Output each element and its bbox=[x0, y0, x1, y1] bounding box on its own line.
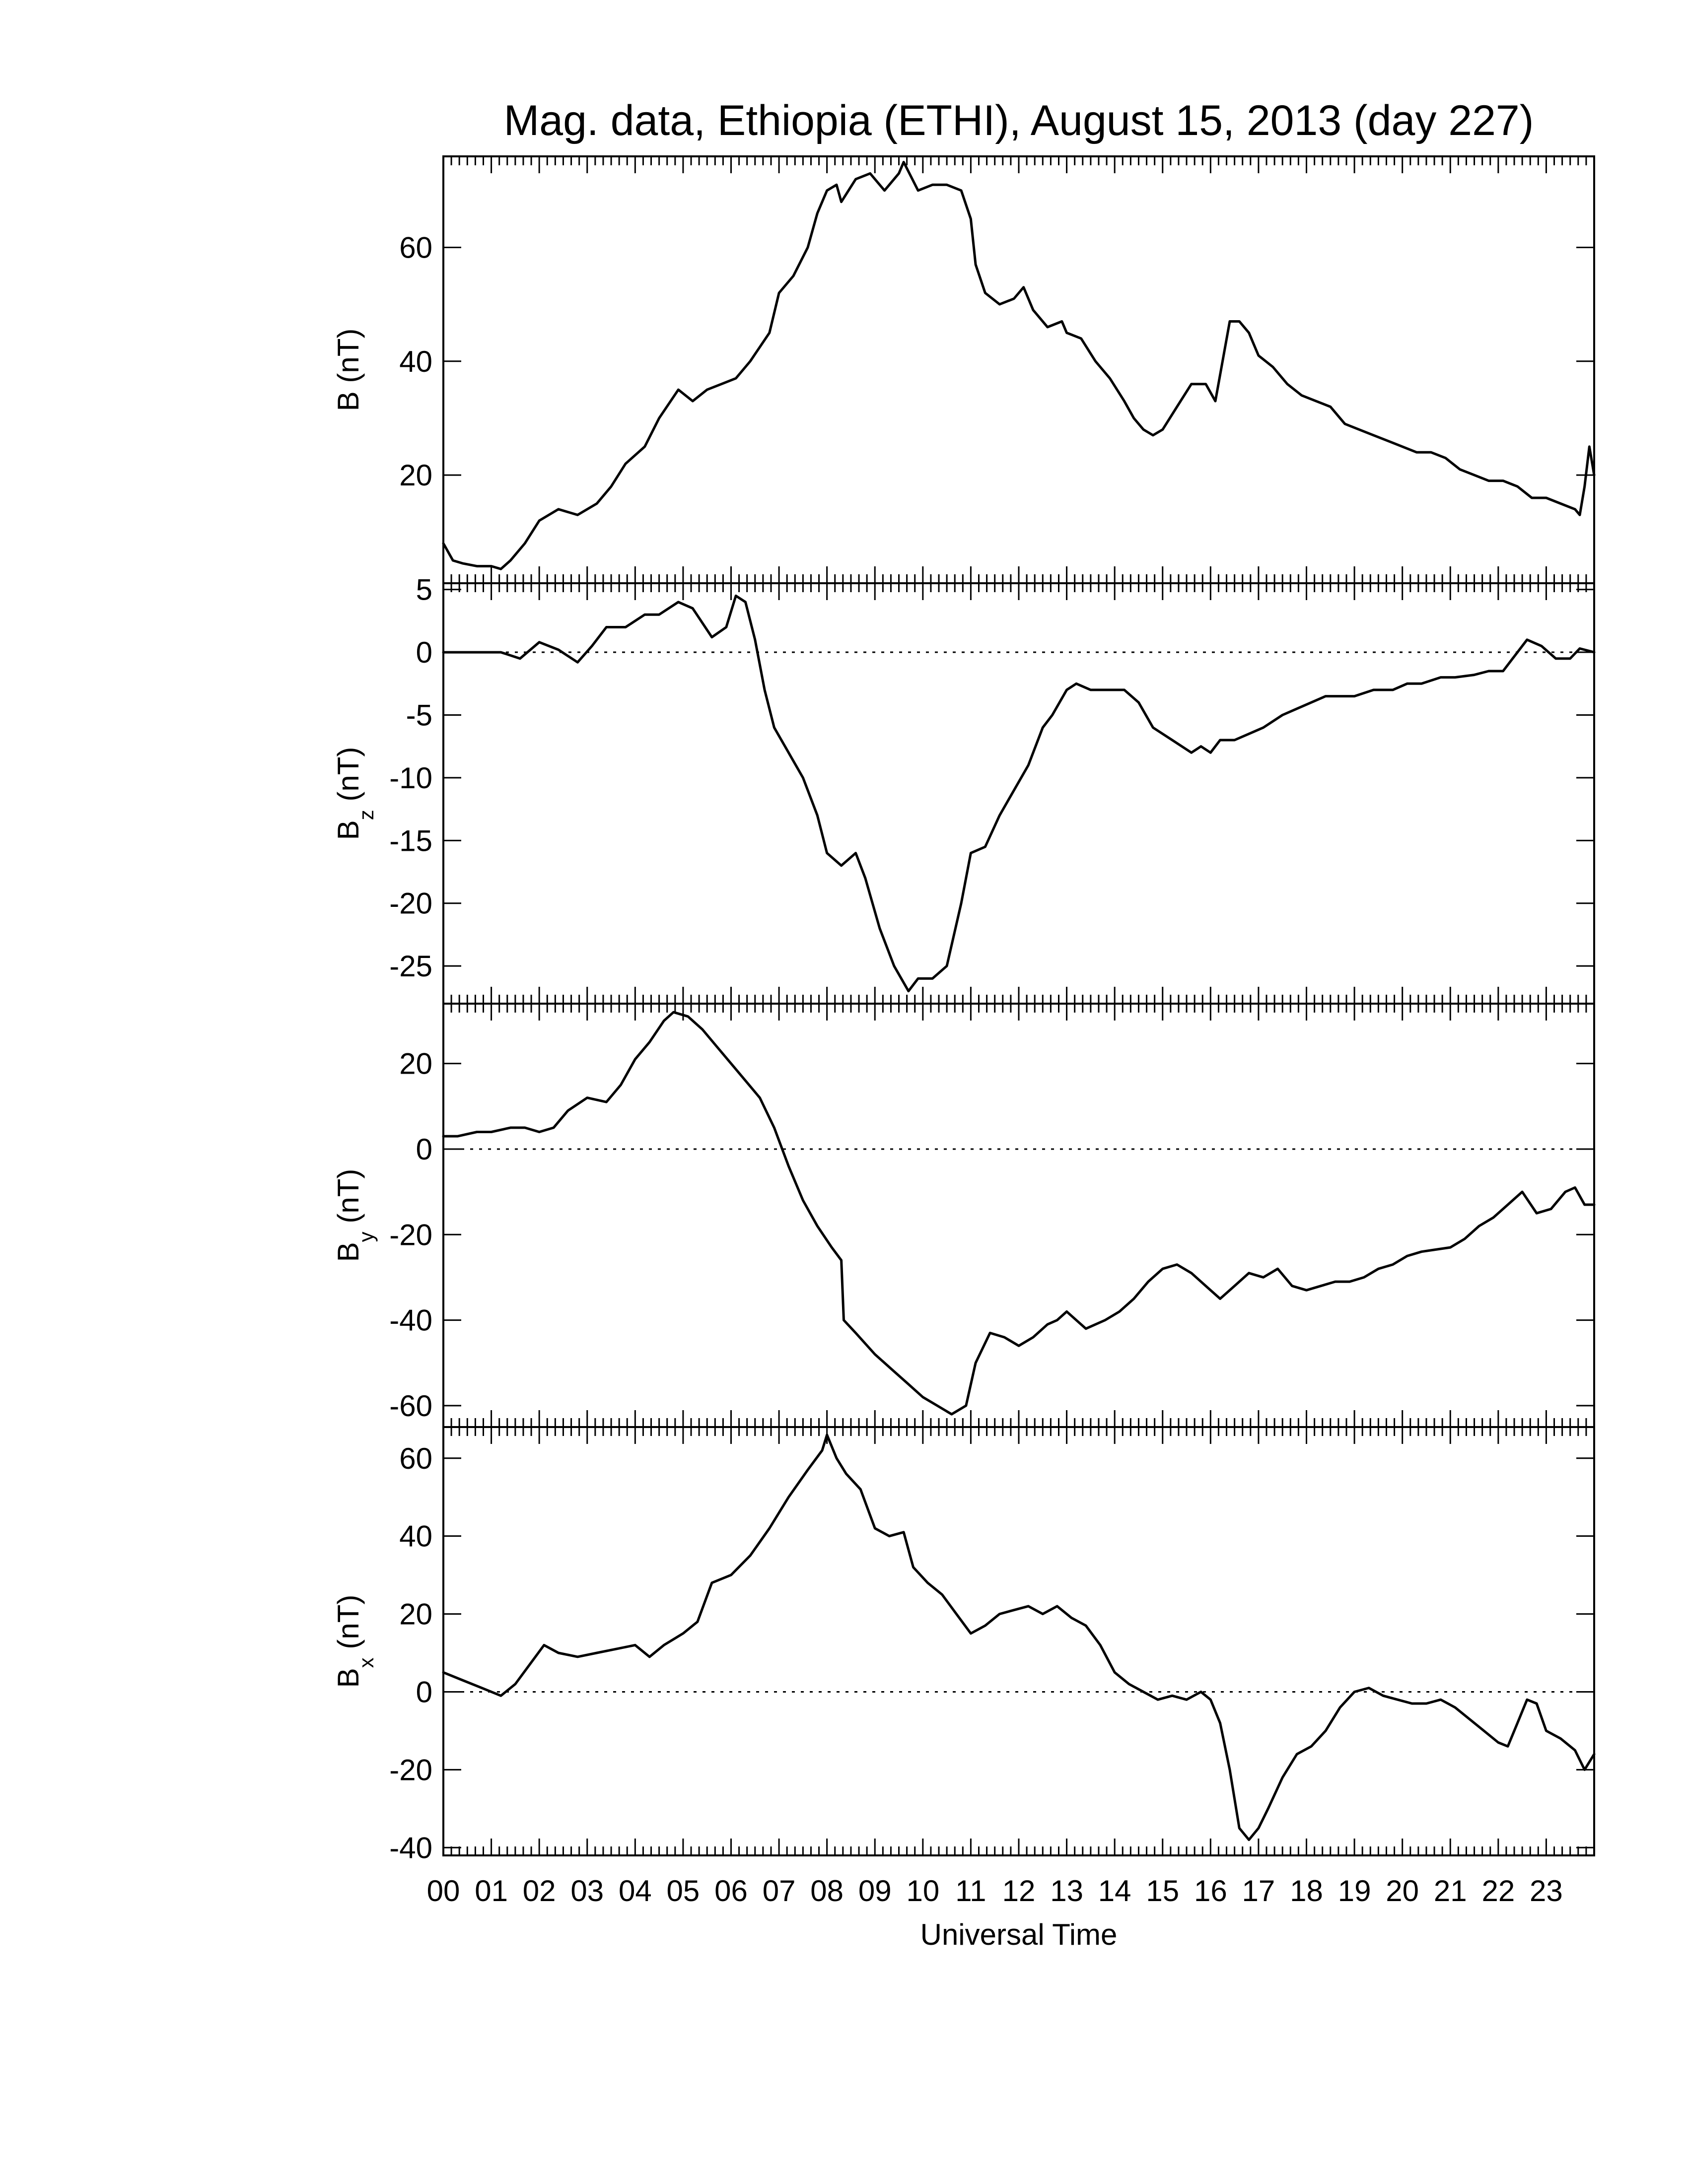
x-tick-label: 01 bbox=[475, 1874, 508, 1908]
x-tick-label: 00 bbox=[427, 1874, 460, 1908]
panel-frame bbox=[442, 1003, 1595, 1428]
series-line-0 bbox=[442, 161, 1596, 570]
x-axis-label: Universal Time bbox=[920, 1918, 1118, 1951]
panel-2: -60 -40 -20 0 20 By (nT) bbox=[332, 1003, 1596, 1428]
x-tick-label: 14 bbox=[1098, 1874, 1131, 1908]
series-line-3 bbox=[442, 1433, 1596, 1842]
x-tick-label: 17 bbox=[1242, 1874, 1275, 1908]
y-axis-label: B (nT) bbox=[332, 329, 365, 411]
y-tick-label: 40 bbox=[399, 345, 432, 378]
y-tick-label: -40 bbox=[389, 1304, 432, 1337]
y-tick-label: -10 bbox=[389, 761, 432, 795]
panel-frame bbox=[442, 1426, 1595, 1856]
x-tick-label: 03 bbox=[570, 1874, 604, 1908]
panel-frame bbox=[442, 582, 1595, 1005]
x-tick-label: 16 bbox=[1194, 1874, 1227, 1908]
y-tick-label: -60 bbox=[389, 1389, 432, 1423]
y-tick-label: 0 bbox=[416, 1675, 432, 1708]
y-tick-label: 20 bbox=[399, 1047, 432, 1081]
x-tick-label: 06 bbox=[714, 1874, 748, 1908]
y-axis-label: Bx (nT) bbox=[332, 1595, 378, 1688]
y-tick-label: 0 bbox=[416, 1133, 432, 1166]
x-tick-label: 21 bbox=[1434, 1874, 1467, 1908]
x-tick-label: 20 bbox=[1386, 1874, 1419, 1908]
y-axis-label: Bz (nT) bbox=[332, 747, 378, 840]
y-tick-label: 20 bbox=[399, 459, 432, 492]
x-tick-label: 08 bbox=[810, 1874, 844, 1908]
x-tick-label: 02 bbox=[523, 1874, 556, 1908]
y-tick-label: -15 bbox=[389, 824, 432, 857]
chart-title: Mag. data, Ethiopia (ETHI), August 15, 2… bbox=[504, 97, 1534, 144]
panel-0: 20 40 60 B (nT) bbox=[332, 155, 1596, 584]
y-tick-label: -25 bbox=[389, 950, 432, 983]
x-tick-label: 23 bbox=[1530, 1874, 1563, 1908]
x-tick-label: 05 bbox=[667, 1874, 700, 1908]
y-tick-label: 60 bbox=[399, 1442, 432, 1475]
panel-frame bbox=[442, 155, 1595, 584]
series-line-2 bbox=[442, 1011, 1596, 1416]
x-tick-label: 10 bbox=[906, 1874, 939, 1908]
y-tick-label: 20 bbox=[399, 1598, 432, 1631]
y-tick-label: -5 bbox=[406, 698, 432, 732]
series-line-1 bbox=[442, 594, 1596, 993]
y-tick-label: 0 bbox=[416, 636, 432, 669]
y-tick-label: 40 bbox=[399, 1520, 432, 1553]
x-tick-label: 11 bbox=[955, 1874, 986, 1908]
x-tick-label: 22 bbox=[1481, 1874, 1515, 1908]
x-tick-label: 12 bbox=[1002, 1874, 1036, 1908]
x-tick-label: 07 bbox=[763, 1874, 796, 1908]
y-tick-label: -40 bbox=[389, 1831, 432, 1864]
panel-3: -40 -20 0 20 40 60 Bx (nT) bbox=[332, 1426, 1596, 1864]
x-tick-label: 09 bbox=[858, 1874, 892, 1908]
y-tick-label: 5 bbox=[416, 573, 432, 607]
y-tick-label: -20 bbox=[389, 1218, 432, 1251]
x-tick-label: 13 bbox=[1050, 1874, 1083, 1908]
y-tick-label: -20 bbox=[389, 887, 432, 920]
x-tick-label: 18 bbox=[1290, 1874, 1323, 1908]
x-tick-label: 04 bbox=[619, 1874, 652, 1908]
y-tick-label: -20 bbox=[389, 1753, 432, 1786]
x-tick-label: 19 bbox=[1338, 1874, 1371, 1908]
panel-1: -25 -20 -15 -10 -5 0 5 Bz (nT) bbox=[332, 573, 1596, 1005]
y-axis-label: By (nT) bbox=[332, 1169, 378, 1262]
x-tick-label: 15 bbox=[1146, 1874, 1179, 1908]
y-tick-label: 60 bbox=[399, 231, 432, 264]
